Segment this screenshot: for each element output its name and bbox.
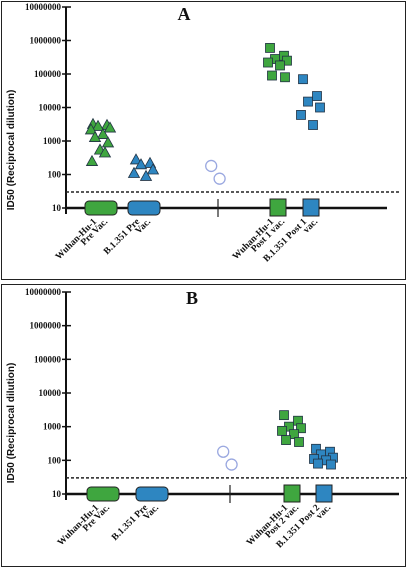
data-point-square — [265, 43, 275, 53]
x-group-marker — [86, 486, 120, 502]
x-group-marker — [84, 200, 118, 216]
y-tick-label: 10 — [52, 203, 62, 213]
data-point-square — [289, 429, 299, 440]
data-point-triangle — [101, 136, 115, 148]
data-point-triangle — [129, 153, 143, 165]
x-group-marker — [283, 484, 301, 503]
y-axis-label: ID50 (Reciprocal dilution) — [6, 90, 17, 211]
data-point-circle — [205, 159, 218, 173]
data-point-square — [279, 410, 289, 421]
data-point-square — [313, 458, 323, 469]
y-tick-label: 100 — [48, 170, 62, 180]
x-group-label: B.1.351 Pre — [110, 503, 150, 543]
x-group-marker — [315, 484, 333, 503]
panel-b-letter: B — [186, 288, 198, 308]
data-point-square — [308, 120, 318, 130]
x-group-marker — [269, 198, 287, 217]
data-point-triangle — [146, 163, 160, 175]
x-group-marker — [127, 200, 161, 216]
data-point-square — [312, 91, 322, 101]
data-point-square — [303, 96, 313, 107]
data-point-triangle — [91, 119, 105, 131]
data-point-square — [281, 435, 291, 445]
data-point-square — [296, 110, 306, 120]
y-tick-label: 10000000 — [25, 2, 62, 12]
data-point-circle — [217, 445, 230, 458]
data-point-triangle — [139, 169, 153, 181]
data-point-square — [298, 74, 308, 85]
data-point-circle — [225, 458, 238, 471]
y-tick-label: 10000000 — [25, 287, 62, 297]
y-tick-label: 1000 — [43, 422, 62, 432]
data-point-square — [275, 60, 285, 71]
data-point-triangle — [84, 123, 98, 135]
panel-a-letter: A — [178, 4, 191, 24]
y-tick-label: 1000 — [43, 136, 62, 146]
data-point-circle — [213, 172, 226, 185]
y-axis-label: ID50 (Reciprocal dilution) — [6, 363, 17, 484]
y-tick-label: 100000 — [34, 354, 62, 364]
data-point-triangle — [96, 127, 110, 139]
data-point-square — [280, 72, 290, 83]
data-point-square — [263, 57, 273, 68]
data-point-square — [315, 102, 325, 113]
data-point-triangle — [98, 146, 112, 158]
data-point-triangle — [134, 158, 148, 170]
x-group-marker — [135, 486, 169, 502]
data-point-triangle — [88, 130, 102, 142]
panel-b: B 10 100 1000 10000 100000 1000000 10000000 ID50… — [6, 287, 407, 550]
y-tick-label: 1000000 — [30, 36, 62, 46]
panel-a-frame — [1, 1, 406, 280]
panel-b-frame — [1, 284, 406, 567]
data-point-square — [294, 437, 304, 447]
data-point-triangle — [85, 154, 99, 166]
data-point-triangle — [103, 121, 117, 133]
y-tick-label: 100 — [48, 455, 62, 465]
x-group-marker — [302, 198, 320, 217]
data-point-square — [311, 443, 321, 454]
y-tick-label: 10000 — [39, 388, 62, 398]
data-point-square — [326, 459, 336, 470]
data-point-square — [296, 423, 306, 434]
y-tick-label: 10000 — [39, 103, 62, 113]
data-point-square — [277, 425, 287, 436]
y-tick-label: 1000000 — [30, 321, 62, 331]
data-point-square — [267, 70, 277, 81]
panel-a: A 10 100 1000 10000 100000 1000000 10000000 ID50… — [6, 2, 399, 264]
data-point-triangle — [127, 166, 141, 178]
y-tick-label: 100000 — [34, 69, 62, 79]
y-tick-label: 10 — [52, 489, 62, 499]
